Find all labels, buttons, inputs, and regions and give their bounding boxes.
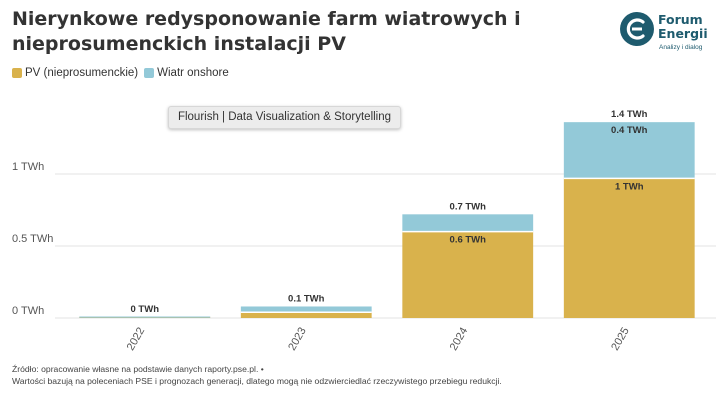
chart-title: Nierynkowe redysponowanie farm wiatrowyc…: [12, 8, 521, 55]
logo-name: Forum Energii: [658, 12, 708, 41]
bar-pv: [563, 178, 695, 318]
segment-value-label: 1 TWh: [615, 181, 644, 192]
bar-pv: [402, 231, 534, 318]
forum-energii-logo: Forum Energii Analizy i dialog: [620, 12, 718, 54]
y-tick-label: 0.5 TWh: [12, 233, 53, 245]
bar-total-label: 0.7 TWh: [450, 201, 487, 212]
bar-wind: [79, 316, 211, 318]
x-tick-label: 2023: [286, 326, 309, 353]
x-tick-label: 2024: [448, 326, 471, 353]
legend-label-pv: PV (nieprosumenckie): [25, 67, 139, 79]
flourish-watermark[interactable]: Flourish | Data Visualization & Storytel…: [168, 106, 401, 129]
legend-item-wind[interactable]: Wiatr onshore: [144, 67, 229, 79]
bar-total-label: 1.4 TWh: [611, 109, 648, 120]
segment-value-label: 0.4 TWh: [611, 125, 648, 136]
x-tick-label: 2025: [609, 326, 632, 353]
bar-wind: [563, 122, 695, 179]
segment-value-label: 0.6 TWh: [450, 235, 487, 246]
methodology-note: Wartości bazują na poleceniach PSE i pro…: [12, 376, 502, 386]
legend-swatch-wind: [144, 68, 155, 78]
legend-label-wind: Wiatr onshore: [157, 67, 229, 79]
data-labels: 0 TWh 0.1 TWh 0.6 TWh 0.7 TWh 1 TWh 0.4 TWh 1.…: [131, 109, 648, 315]
x-tick-label: 2022: [125, 326, 148, 353]
legend-swatch-pv: [12, 68, 22, 78]
source-note: Źródło: opracowanie własne na podstawie …: [12, 364, 264, 374]
bars: [79, 122, 695, 318]
legend: PV (nieprosumenckie) Wiatr onshore: [12, 67, 229, 79]
logo-tagline: Analizy i dialog: [659, 44, 703, 51]
x-axis: 2022 2023 2024 2025: [125, 326, 632, 353]
y-tick-label: 0 TWh: [12, 305, 44, 317]
legend-item-pv[interactable]: PV (nieprosumenckie): [12, 67, 138, 79]
bar-total-label: 0 TWh: [131, 304, 160, 315]
footer-notes: Źródło: opracowanie własne na podstawie …: [12, 363, 502, 387]
forum-energii-logo-icon: [620, 12, 654, 46]
bar-wind: [402, 214, 534, 232]
y-axis: 0 TWh 0.5 TWh 1 TWh: [12, 161, 53, 317]
y-tick-label: 1 TWh: [12, 161, 44, 173]
bar-pv: [240, 312, 372, 318]
bar-wind: [240, 306, 372, 313]
bar-total-label: 0.1 TWh: [288, 293, 325, 304]
